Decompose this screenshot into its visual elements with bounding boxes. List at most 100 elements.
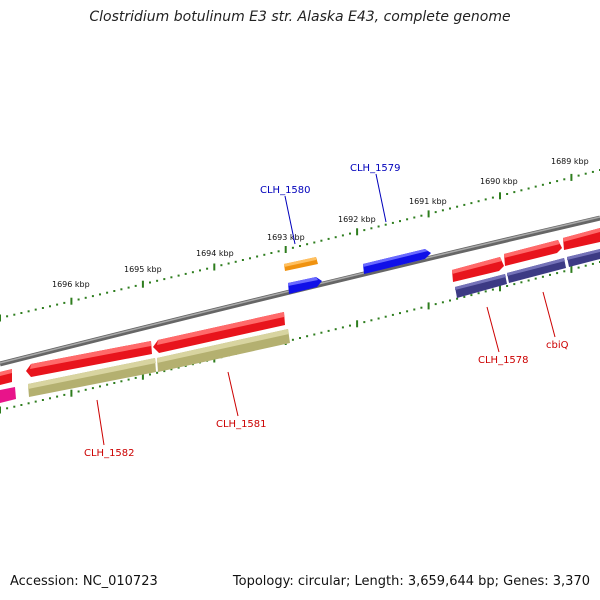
minor-tick [256, 255, 259, 258]
minor-tick [191, 271, 194, 274]
minor-tick [520, 189, 523, 192]
minor-tick [349, 232, 351, 235]
tick-label: 1696 kbp [52, 280, 90, 289]
minor-tick [549, 181, 551, 184]
minor-tick [527, 187, 530, 190]
minor-tick [556, 180, 559, 183]
minor-tick [77, 298, 80, 301]
minor-tick [227, 262, 230, 265]
minor-tick [299, 337, 301, 339]
minor-tick [370, 227, 373, 230]
minor-tick [520, 281, 523, 284]
minor-tick [177, 366, 180, 369]
minor-tick [49, 397, 51, 400]
minor-tick [420, 306, 423, 309]
minor-tick [170, 368, 173, 371]
minor-tick [291, 246, 294, 249]
gene-label-clh-1582: CLH_1582 [84, 448, 135, 459]
topology-text: Topology: circular; Length: 3,659,644 bp… [232, 574, 590, 589]
minor-tick [177, 274, 180, 277]
minor-tick [491, 196, 494, 199]
minor-tick [249, 257, 251, 260]
minor-tick [113, 290, 116, 292]
minor-tick [163, 278, 166, 281]
major-tick [0, 314, 1, 322]
minor-tick [506, 285, 509, 287]
tick-label: 1693 kbp [267, 233, 305, 242]
minor-tick [327, 329, 330, 332]
minor-tick [484, 198, 487, 201]
minor-tick [563, 178, 566, 181]
minor-tick [334, 236, 337, 239]
minor-tick [384, 223, 387, 226]
gene-clh-1579[interactable] [363, 249, 431, 274]
minor-tick [406, 218, 409, 221]
minor-tick [99, 385, 101, 388]
minor-tick [534, 277, 537, 280]
minor-tick [106, 291, 109, 294]
major-tick [356, 228, 359, 236]
minor-tick [377, 225, 380, 228]
minor-tick [377, 317, 380, 320]
minor-tick [134, 376, 137, 379]
minor-tick [506, 193, 509, 195]
minor-tick [306, 335, 309, 338]
minor-tick [20, 404, 23, 406]
minor-tick [49, 305, 51, 308]
minor-tick [27, 402, 30, 405]
major-tick [213, 263, 216, 271]
minor-tick [549, 273, 551, 276]
minor-tick [13, 313, 16, 316]
gene-block-right [452, 228, 600, 298]
minor-tick [120, 380, 123, 383]
minor-tick [399, 312, 401, 315]
minor-tick [349, 324, 351, 327]
minor-tick [463, 203, 466, 206]
minor-tick [477, 200, 480, 203]
tick-label: 1692 kbp [338, 215, 376, 224]
minor-tick [206, 267, 209, 270]
tick-label: 1694 kbp [196, 249, 234, 258]
minor-tick [413, 216, 416, 219]
minor-tick [534, 185, 537, 188]
major-tick [0, 406, 1, 414]
major-tick [141, 280, 144, 288]
minor-tick [434, 303, 437, 306]
minor-tick [127, 378, 130, 381]
gene-block-left [0, 312, 290, 403]
minor-tick [363, 321, 366, 324]
minor-tick [63, 393, 66, 396]
minor-tick [149, 373, 151, 376]
minor-tick [313, 241, 316, 244]
minor-tick [299, 245, 301, 247]
minor-tick [163, 370, 166, 373]
gene-label-clh-1579: CLH_1579 [350, 163, 401, 174]
minor-tick [563, 270, 566, 273]
minor-tick [484, 290, 487, 293]
minor-tick [113, 382, 116, 384]
minor-tick [99, 293, 101, 296]
minor-tick [320, 239, 323, 242]
gene-label-clh-1580: CLH_1580 [260, 185, 311, 196]
major-tick [70, 297, 73, 305]
major-tick [70, 389, 73, 397]
major-tick [427, 302, 430, 310]
minor-tick [584, 172, 587, 175]
minor-tick [106, 383, 109, 386]
minor-tick [370, 319, 373, 322]
minor-tick [20, 312, 23, 314]
minor-tick [220, 264, 223, 267]
minor-tick [527, 279, 530, 282]
gene-magenta[interactable] [0, 387, 16, 403]
minor-tick [456, 297, 459, 300]
minor-tick [84, 296, 87, 299]
major-tick [141, 372, 144, 380]
minor-tick [441, 301, 444, 304]
minor-tick [134, 284, 137, 287]
minor-tick [184, 272, 187, 275]
minor-tick [156, 371, 159, 374]
minor-tick [63, 301, 66, 304]
forward-genes [284, 249, 431, 294]
accession-text: Accession: NC_010723 [10, 574, 158, 589]
